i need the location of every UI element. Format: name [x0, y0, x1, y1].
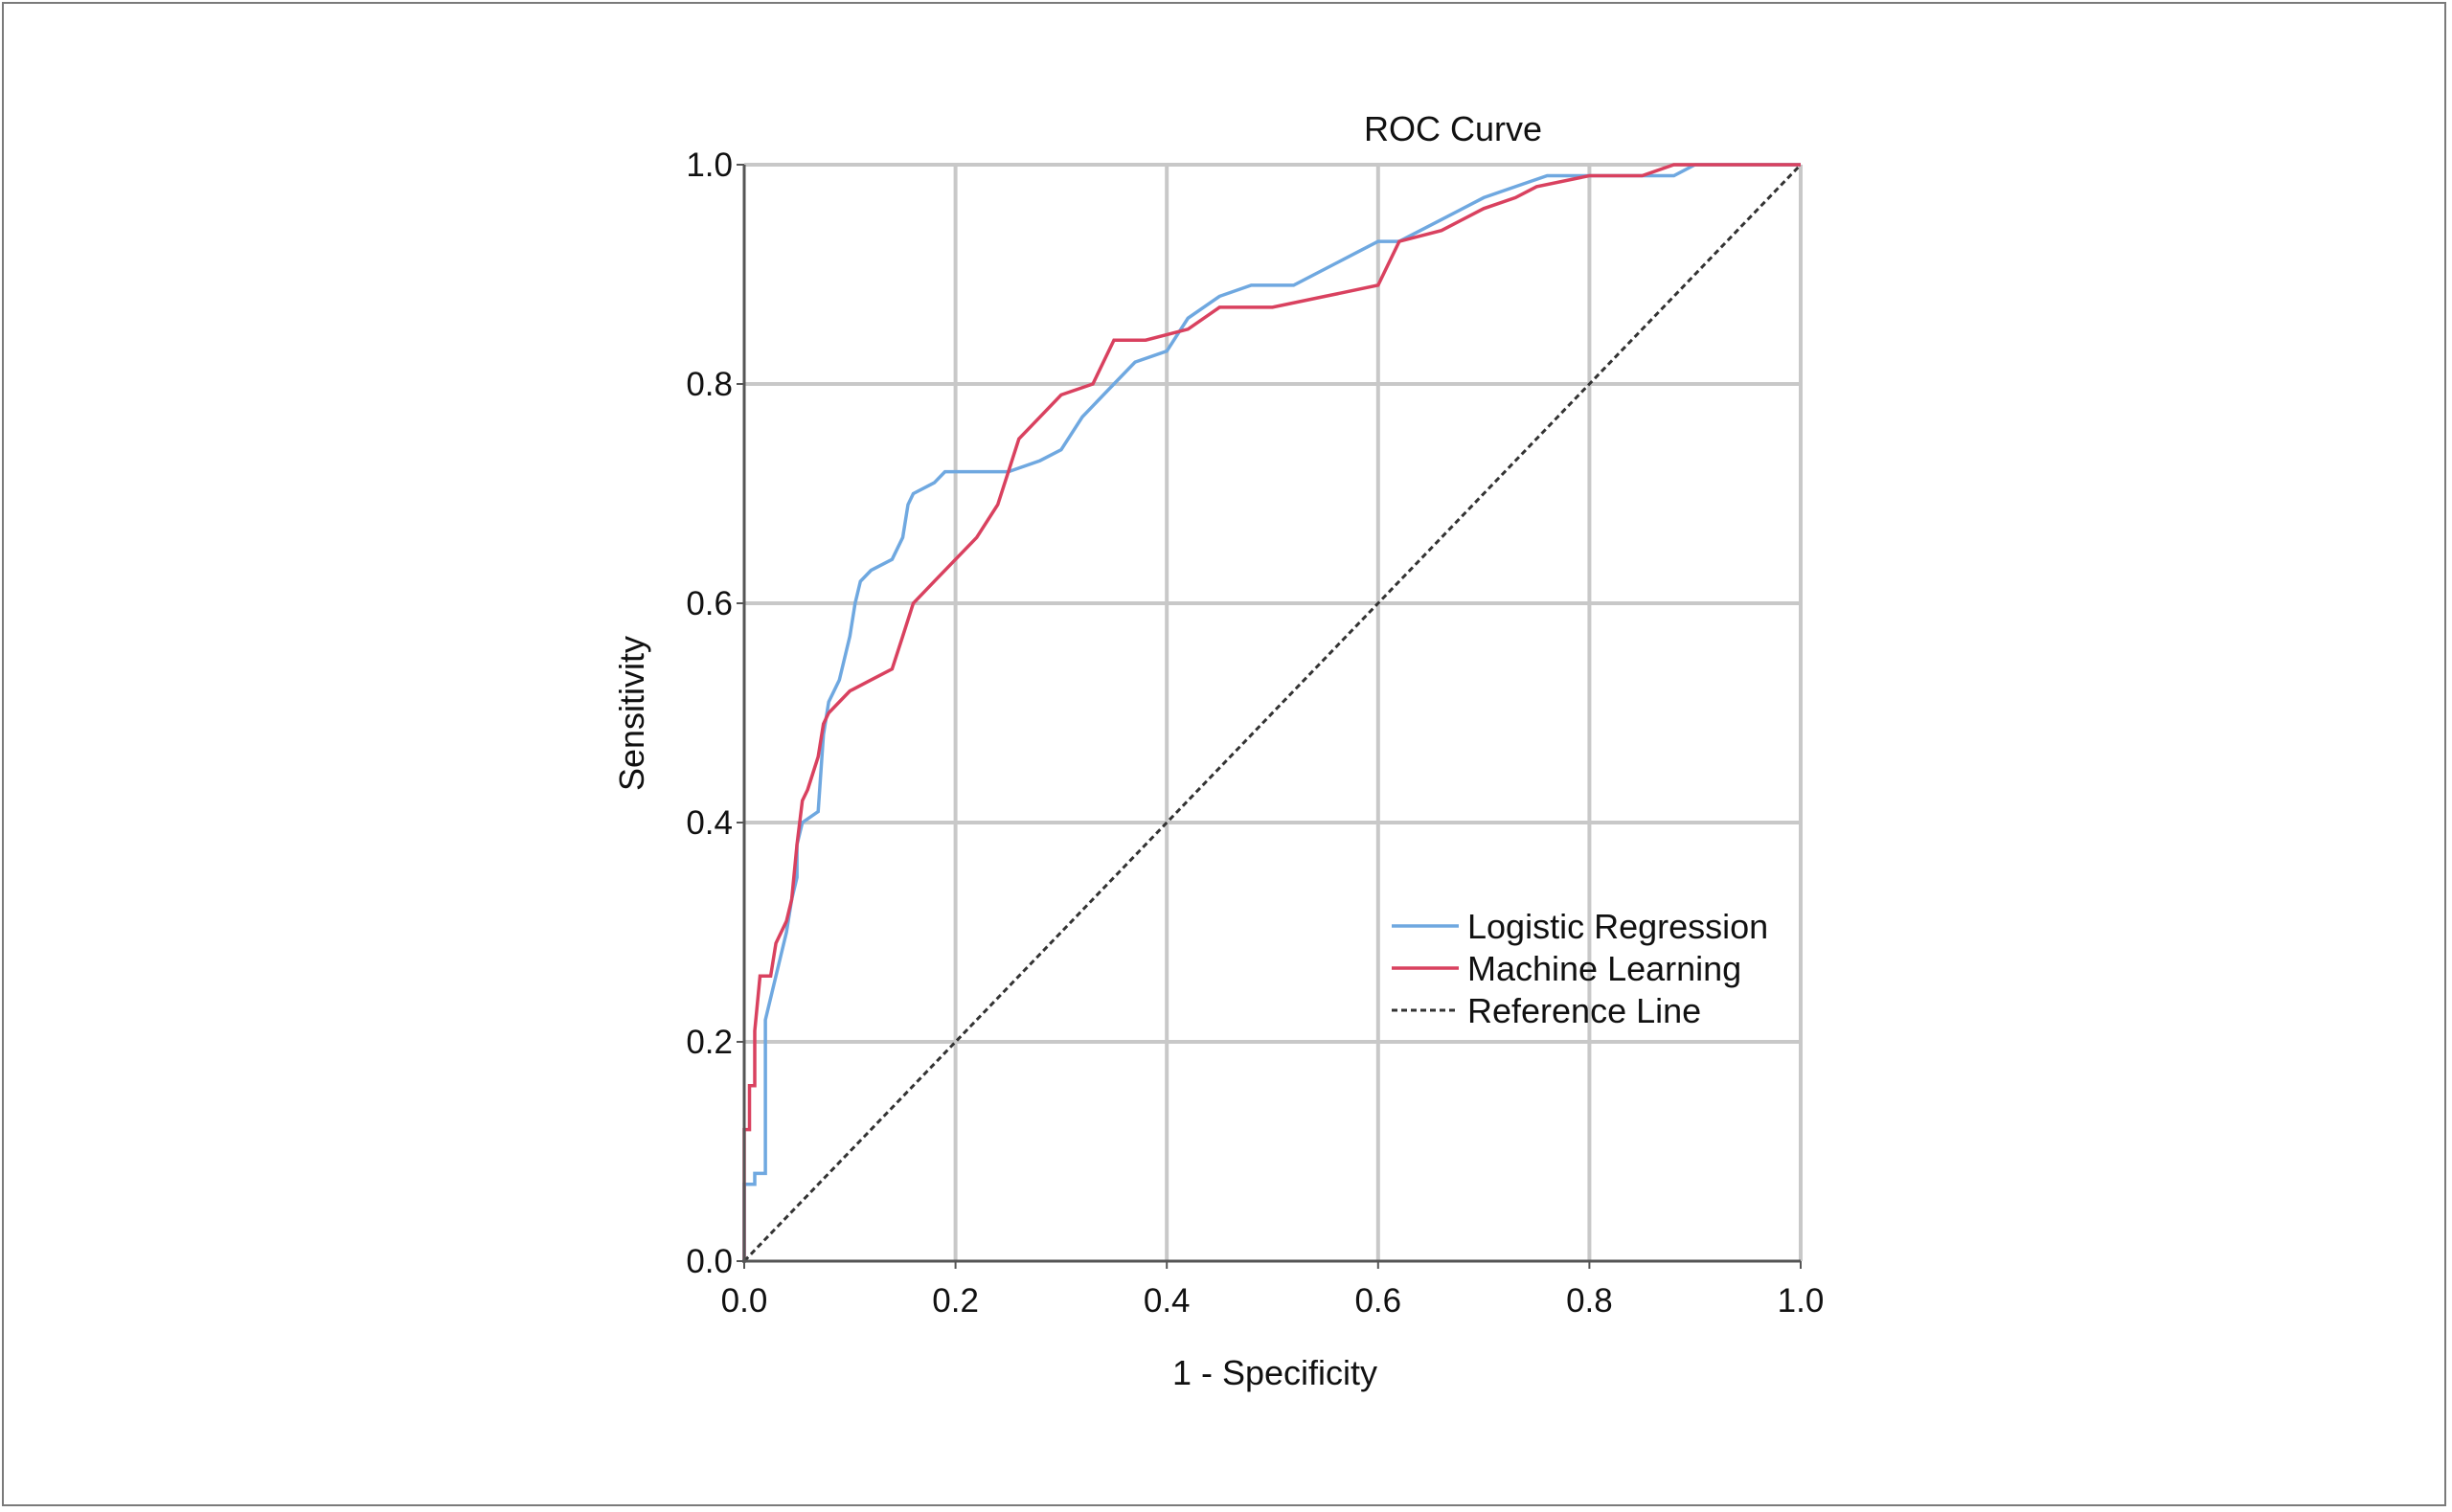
legend-label: Logistic Regression — [1467, 907, 1768, 946]
y-tick-label: 0.0 — [686, 1243, 733, 1280]
series-line-machine-learning — [742, 163, 1801, 1261]
x-tick-label: 1.0 — [1778, 1282, 1825, 1320]
legend-label: Reference Line — [1467, 991, 1701, 1030]
y-tick-label: 0.4 — [686, 804, 733, 842]
axes: 0.0 0.2 0.4 0.6 0.8 1.0 0.0 0.2 0.4 0.6 0.8 1.0 — [686, 147, 1824, 1320]
chart-title: ROC Curve — [1364, 109, 1542, 148]
x-tick-label: 0.0 — [721, 1282, 768, 1320]
grid — [744, 163, 1803, 1261]
series-line-reference-line — [742, 163, 1803, 1263]
y-tick-label: 0.6 — [686, 585, 733, 622]
x-tick-label: 0.6 — [1354, 1282, 1401, 1320]
x-tick-label: 0.8 — [1566, 1282, 1613, 1320]
y-tick-label: 0.2 — [686, 1024, 733, 1061]
y-tick-label: 1.0 — [686, 147, 733, 184]
series-lines — [742, 163, 1803, 1263]
x-tick-label: 0.4 — [1144, 1282, 1191, 1320]
legend-label: Machine Learning — [1467, 949, 1741, 988]
x-axis-label: 1 - Specificity — [1172, 1353, 1377, 1392]
x-tick-label: 0.2 — [932, 1282, 979, 1320]
y-tick-label: 0.8 — [686, 366, 733, 403]
y-axis-label: Sensitivity — [612, 636, 651, 791]
